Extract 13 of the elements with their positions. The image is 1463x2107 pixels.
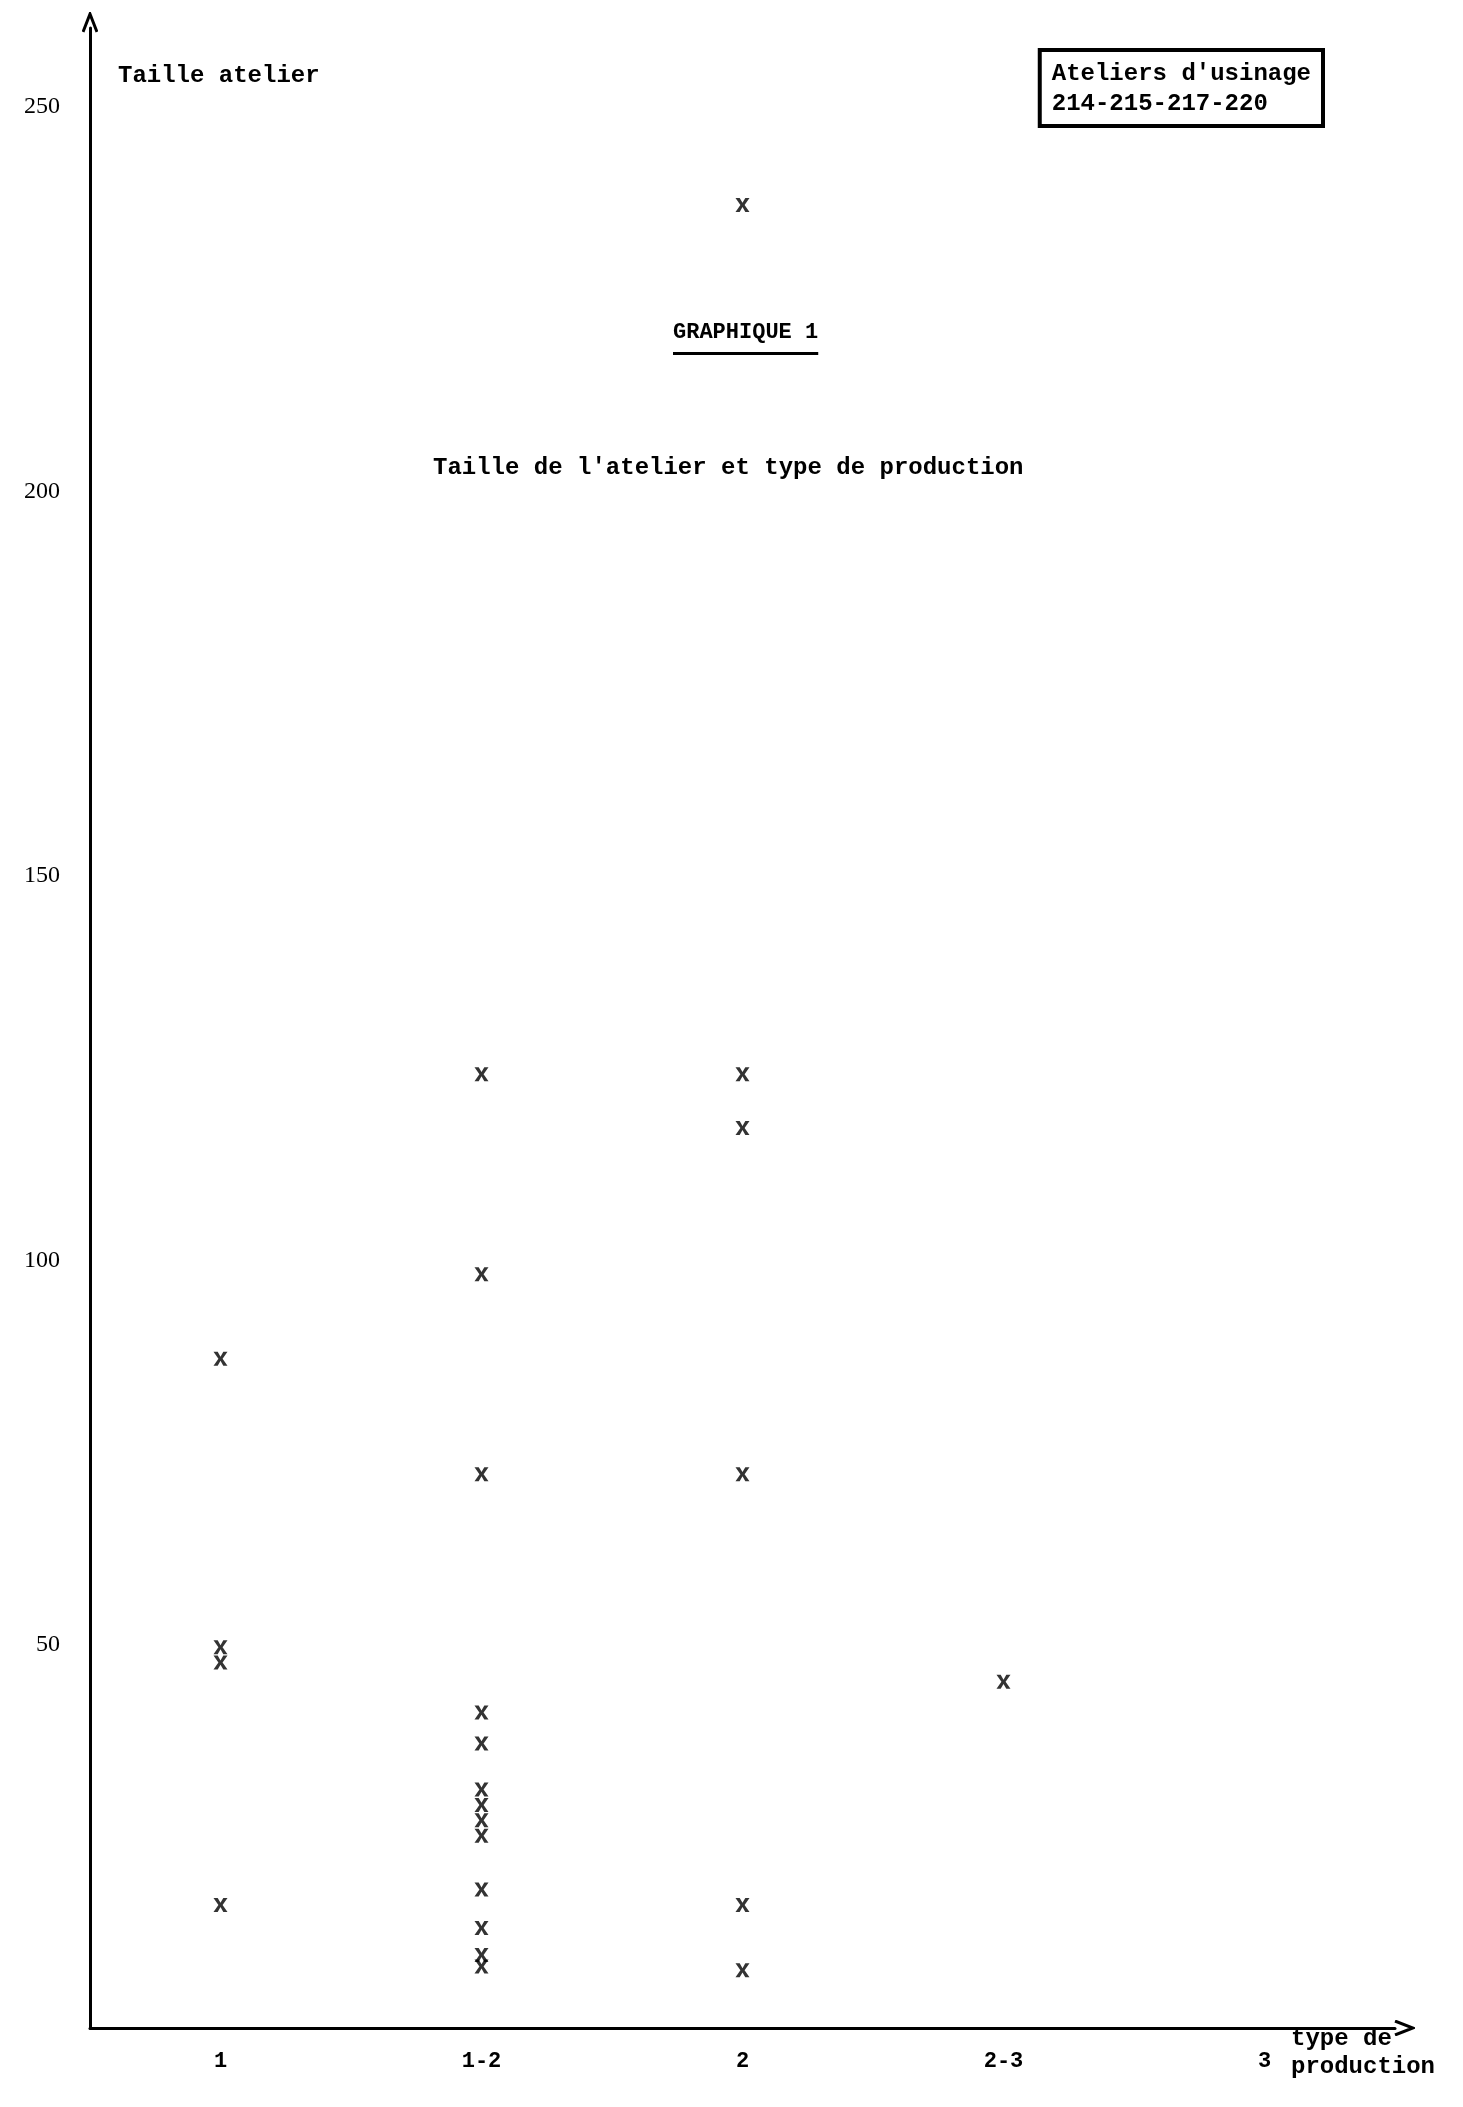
y-tick-label: 250 xyxy=(24,91,60,118)
x-tick-label: 1-2 xyxy=(461,2048,502,2074)
y-tick-label: 100 xyxy=(24,1245,60,1272)
x-tick-label: 2 xyxy=(735,2048,750,2074)
x-tick-label: 2-3 xyxy=(983,2048,1024,2074)
x-tick-label: 1 xyxy=(213,2048,228,2074)
y-tick-label: 50 xyxy=(36,1630,60,1657)
y-axis-title: Taille atelier xyxy=(118,61,320,89)
x-tick-label: 3 xyxy=(1257,2048,1272,2074)
y-tick-label: 150 xyxy=(24,861,60,888)
annotation: Ateliers d'usinage 214-215-217-220 xyxy=(1051,59,1312,117)
text: Taille de l'atelier et type de production xyxy=(433,453,1024,481)
y-tick-label: 200 xyxy=(24,476,60,503)
